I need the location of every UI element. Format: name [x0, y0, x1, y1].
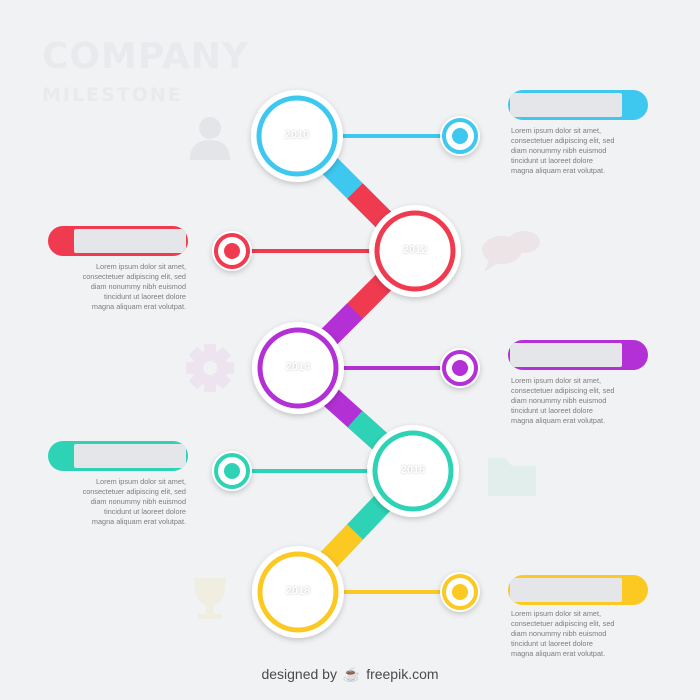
year-label-2016: 2016 — [400, 464, 426, 476]
end-marker-2018 — [440, 572, 480, 612]
page-subtitle: MILESTONE — [42, 84, 183, 106]
freepik-logo-icon: ☕ — [342, 666, 361, 682]
year-label-2012: 2012 — [402, 244, 428, 256]
end-marker-2016 — [212, 451, 252, 491]
milestone-tag-2012 — [48, 226, 188, 256]
milestone-circle-2018 — [252, 546, 344, 638]
chat-bubbles-icon — [482, 231, 540, 272]
milestone-circle-2016 — [367, 425, 459, 517]
milestone-description-2010: Lorem ipsum dolor sit amet, consectetuer… — [511, 126, 615, 175]
year-label-2010: 2010 — [284, 129, 310, 141]
folder-icon — [488, 458, 536, 496]
milestone-tag-2018 — [508, 575, 648, 605]
milestone-circle-2010 — [251, 90, 343, 182]
milestone-tag-2014 — [508, 340, 648, 370]
milestone-description-2018: Lorem ipsum dolor sit amet, consectetuer… — [511, 609, 615, 658]
tag-title-placeholder — [74, 229, 186, 253]
tag-title-placeholder — [510, 578, 622, 602]
tag-title-placeholder — [74, 444, 186, 468]
milestone-tag-2016 — [48, 441, 188, 471]
year-label-2014: 2014 — [285, 361, 311, 373]
end-marker-2014 — [440, 348, 480, 388]
gear-icon — [186, 344, 234, 392]
year-label-2018: 2018 — [285, 585, 311, 597]
milestone-tag-2010 — [508, 90, 648, 120]
milestone-description-2014: Lorem ipsum dolor sit amet, consectetuer… — [511, 376, 615, 425]
milestone-circle-2012 — [369, 205, 461, 297]
tag-title-placeholder — [510, 343, 622, 367]
tag-title-placeholder — [510, 93, 622, 117]
credit-footer: designed by ☕ freepik.com — [0, 666, 700, 683]
trophy-icon — [194, 578, 226, 619]
end-marker-2010 — [440, 116, 480, 156]
credit-prefix: designed by — [261, 666, 337, 682]
end-marker-2012 — [212, 231, 252, 271]
milestone-circle-2014 — [252, 322, 344, 414]
milestone-description-2016: Lorem ipsum dolor sit amet, consectetuer… — [82, 477, 186, 526]
page-title: COMPANY — [42, 36, 249, 77]
user-icon — [190, 117, 230, 160]
credit-brand: freepik.com — [366, 666, 439, 682]
milestone-description-2012: Lorem ipsum dolor sit amet, consectetuer… — [82, 262, 186, 311]
